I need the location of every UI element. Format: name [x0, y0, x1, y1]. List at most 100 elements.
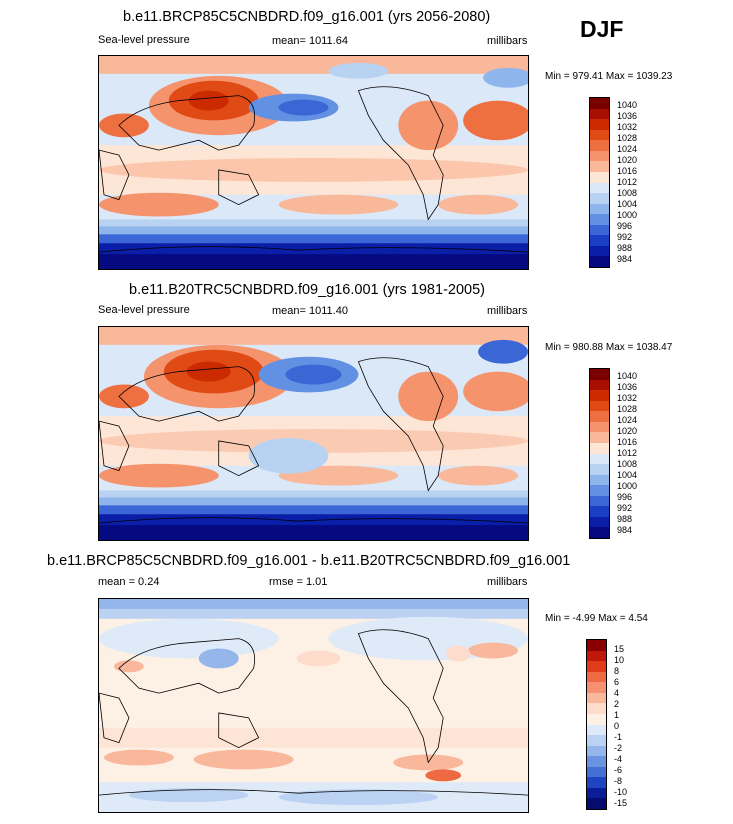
panel-3-level-label: -8: [614, 776, 623, 786]
panel-2-map-svg: [99, 327, 528, 540]
panel-1-map-svg: [99, 56, 528, 269]
panel-3-level-label: -6: [614, 765, 623, 775]
panel-1-colorbar-swatch: [590, 150, 609, 162]
panel-3-level-label: -4: [614, 754, 623, 764]
panel-3-level-label: -10: [614, 787, 628, 797]
panel-1-colorbar-swatch: [590, 98, 609, 109]
panel-3-colorbar-swatch: [587, 787, 606, 799]
panel-3-colorbar-swatch: [587, 798, 606, 809]
panel-1-colorbar-swatch: [590, 224, 609, 236]
panel-2-title: b.e11.B20TRC5CNBDRD.f09_g16.001 (yrs 198…: [129, 282, 485, 298]
panel-3-colorbar-swatch: [587, 735, 606, 746]
panel-1-level-label: 988: [617, 243, 633, 253]
panel-1-level-label: 1016: [617, 166, 638, 176]
panel-1-level-label: 1036: [617, 111, 638, 121]
panel-3-colorbar: [586, 639, 607, 810]
panel-3-level-label: -15: [614, 798, 628, 808]
panel-1-colorbar-swatch: [590, 235, 609, 246]
panel-3-colorbar-swatch: [587, 777, 606, 788]
panel-2-colorbar-swatch: [590, 516, 609, 528]
panel-1-title: b.e11.BRCP85C5CNBDRD.f09_g16.001 (yrs 20…: [123, 9, 491, 25]
panel-3-colorbar-swatch: [587, 766, 606, 778]
panel-2-level-label: 1008: [617, 459, 638, 469]
panel-3-colorbar-swatch: [587, 682, 606, 693]
panel-1-level-label: 984: [617, 254, 633, 264]
panel-2-level-label: 1036: [617, 382, 638, 392]
panel-2-colorbar-swatch: [590, 411, 609, 422]
panel-1-colorbar-swatch: [590, 193, 609, 204]
panel-1-level-label: 1004: [617, 199, 638, 209]
panel-3-level-label: 1: [614, 710, 620, 720]
panel-2-level-label: 1020: [617, 426, 638, 436]
panel-3-colorbar-swatch: [587, 745, 606, 757]
panel-1-level-label: 996: [617, 221, 633, 231]
panel-1-level-label: 1040: [617, 100, 638, 110]
panel-2-level-label: 996: [617, 492, 633, 502]
panel-3-level-label: -1: [614, 732, 623, 742]
panel-3-colorbar-swatch: [587, 640, 606, 651]
panel-1-colorbar: [589, 97, 610, 268]
panel-2-units: millibars: [487, 305, 528, 317]
panel-2-colorbar-swatch: [590, 432, 609, 443]
panel-3-level-label: 4: [614, 688, 620, 698]
panel-2-colorbar-swatch: [590, 474, 609, 486]
panel-3-colorbar-swatch: [587, 671, 606, 683]
panel-1-colorbar-swatch: [590, 203, 609, 215]
panel-2-mean: mean= 1011.40: [272, 305, 348, 317]
season-label: DJF: [580, 16, 624, 42]
panel-2-level-label: 1024: [617, 415, 638, 425]
panel-2-colorbar-swatch: [590, 442, 609, 454]
panel-1-level-label: 1024: [617, 144, 638, 154]
panel-1-map: [98, 55, 529, 270]
panel-3-colorbar-swatch: [587, 692, 606, 704]
panel-2-level-label: 1032: [617, 393, 638, 403]
panel-2-level-label: 1040: [617, 371, 638, 381]
panel-1-units: millibars: [487, 35, 528, 47]
panel-1-level-label: 1000: [617, 210, 638, 220]
panel-3-level-label: 0: [614, 721, 620, 731]
panel-2-colorbar-swatch: [590, 506, 609, 517]
panel-2-colorbar-swatch: [590, 464, 609, 475]
panel-3-colorbar-swatch: [587, 756, 606, 767]
panel-3-level-label: 15: [614, 644, 625, 654]
panel-1-colorbar-swatch: [590, 245, 609, 257]
panel-1-colorbar-swatch: [590, 129, 609, 141]
panel-2-map: [98, 326, 529, 541]
panel-1-colorbar-swatch: [590, 108, 609, 120]
panel-3-minmax: Min = -4.99 Max = 4.54: [545, 613, 648, 624]
panel-2-level-label: 992: [617, 503, 633, 513]
panel-2-level-label: 1000: [617, 481, 638, 491]
panel-3-title: b.e11.BRCP85C5CNBDRD.f09_g16.001 - b.e11…: [47, 553, 571, 569]
panel-1-level-label: 1020: [617, 155, 638, 165]
panel-2-colorbar: [589, 368, 610, 539]
panel-2-level-label: 1028: [617, 404, 638, 414]
panel-1-colorbar-swatch: [590, 161, 609, 172]
panel-2-colorbar-swatch: [590, 485, 609, 496]
panel-3-level-label: 6: [614, 677, 620, 687]
panel-1-level-label: 1028: [617, 133, 638, 143]
panel-2-colorbar-swatch: [590, 453, 609, 465]
panel-2-colorbar-swatch: [590, 390, 609, 401]
panel-2-colorbar-swatch: [590, 369, 609, 380]
panel-2-level-label: 1016: [617, 437, 638, 447]
panel-2-level-label: 988: [617, 514, 633, 524]
panel-3-rmse: rmse = 1.01: [269, 576, 328, 588]
panel-2-colorbar-swatch: [590, 421, 609, 433]
panel-2-minmax: Min = 980.88 Max = 1038.47: [545, 342, 673, 353]
panel-3-level-label: 10: [614, 655, 625, 665]
panel-3-level-label: 2: [614, 699, 620, 709]
panel-1-level-label: 1008: [617, 188, 638, 198]
panel-2-colorbar-swatch: [590, 400, 609, 412]
panel-3-colorbar-swatch: [587, 650, 606, 662]
panel-1-colorbar-swatch: [590, 119, 609, 130]
panel-2-colorbar-swatch: [590, 527, 609, 538]
panel-2-variable: Sea-level pressure: [98, 304, 190, 316]
panel-2-colorbar-swatch: [590, 495, 609, 507]
panel-2-level-label: 1004: [617, 470, 638, 480]
panel-2-level-label: 1012: [617, 448, 638, 458]
panel-3-level-label: -2: [614, 743, 623, 753]
panel-3-map-svg: [99, 599, 528, 812]
panel-1-colorbar-swatch: [590, 256, 609, 267]
panel-3-colorbar-swatch: [587, 713, 606, 725]
panel-1-colorbar-swatch: [590, 140, 609, 151]
